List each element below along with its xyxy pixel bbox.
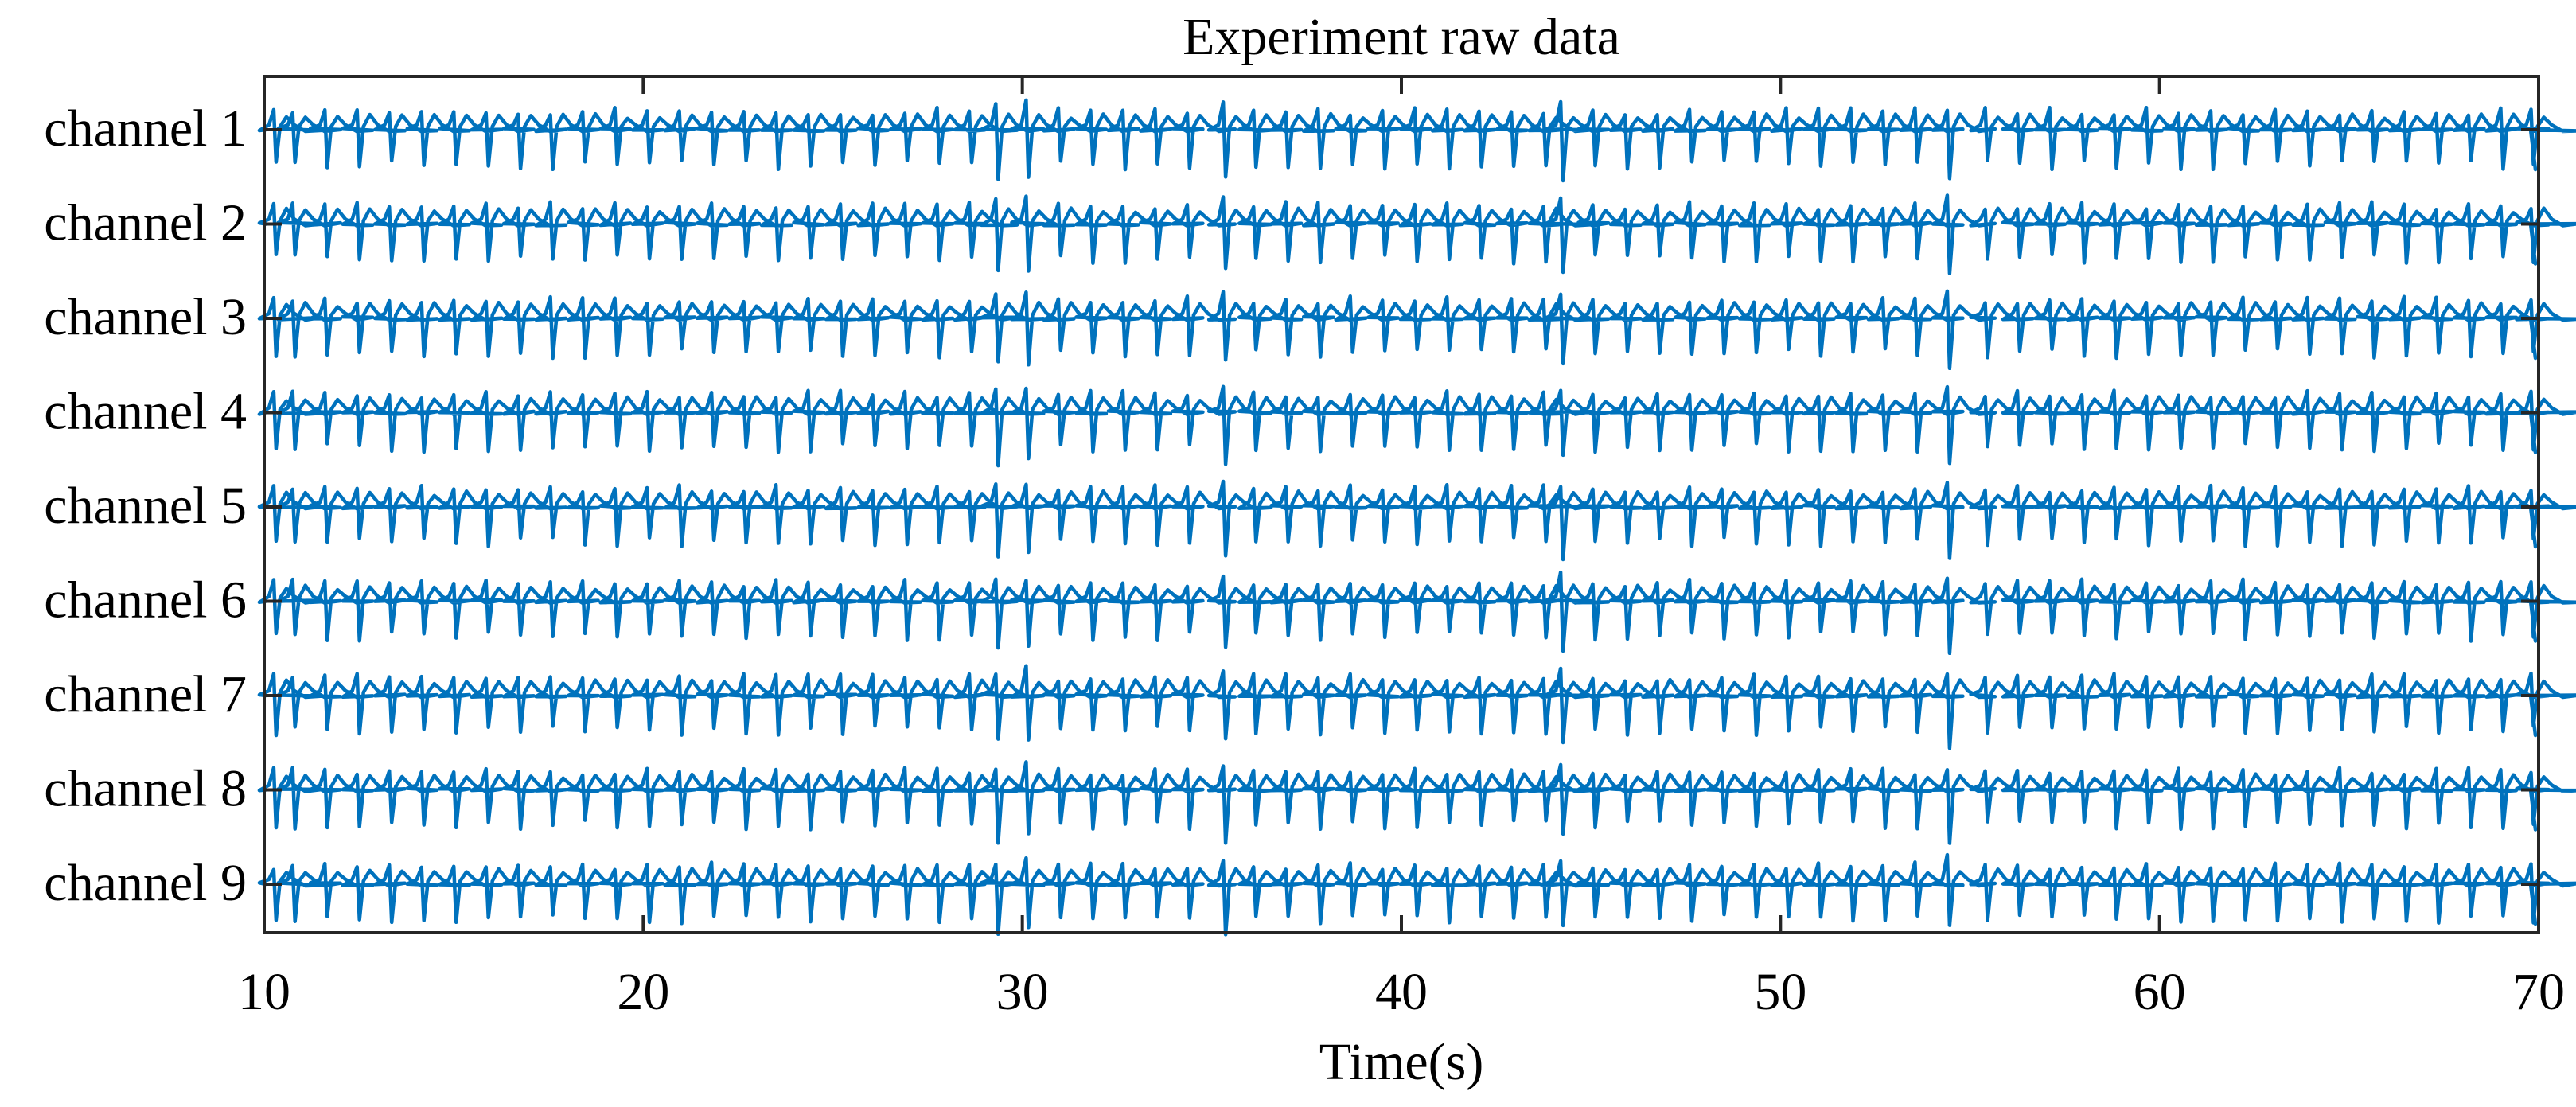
channel-trace: [257, 570, 2576, 656]
x-tick-label: 30: [996, 963, 1049, 1021]
x-tick-label: 70: [2512, 963, 2565, 1021]
x-tick-label: 40: [1375, 963, 1428, 1021]
channel-label: channel 7: [44, 665, 247, 723]
channel-trace: [257, 664, 2576, 750]
channel-label: channel 4: [44, 383, 247, 441]
channel-trace: [257, 193, 2576, 275]
x-tick-label: 50: [1754, 963, 1806, 1021]
x-tick-label: 20: [617, 963, 669, 1021]
channel-label: channel 3: [44, 288, 247, 346]
channel-label: channel 6: [44, 571, 247, 630]
x-tick-label: 60: [2134, 963, 2186, 1021]
channel-label: channel 2: [44, 194, 247, 252]
channel-trace: [257, 289, 2576, 371]
channel-labels-group: channel 1 channel 2 channel 3 channel 4 chan…: [44, 99, 2539, 912]
x-axis-label: Time(s): [1319, 1033, 1484, 1091]
chart-title: Experiment raw data: [1183, 8, 1620, 66]
x-ticks-group: 10 20 30 40 50 60 70: [238, 76, 2565, 1021]
channel-label: channel 5: [44, 477, 247, 535]
traces-group: [257, 98, 2576, 937]
channel-trace: [257, 98, 2576, 183]
channel-trace: [257, 852, 2576, 937]
channel-trace: [257, 479, 2576, 562]
channel-trace: [257, 384, 2576, 468]
channel-label: channel 8: [44, 760, 247, 818]
channel-label: channel 1: [44, 99, 247, 158]
channel-label: channel 9: [44, 854, 247, 912]
channel-trace: [257, 760, 2576, 845]
x-tick-label: 10: [238, 963, 290, 1021]
